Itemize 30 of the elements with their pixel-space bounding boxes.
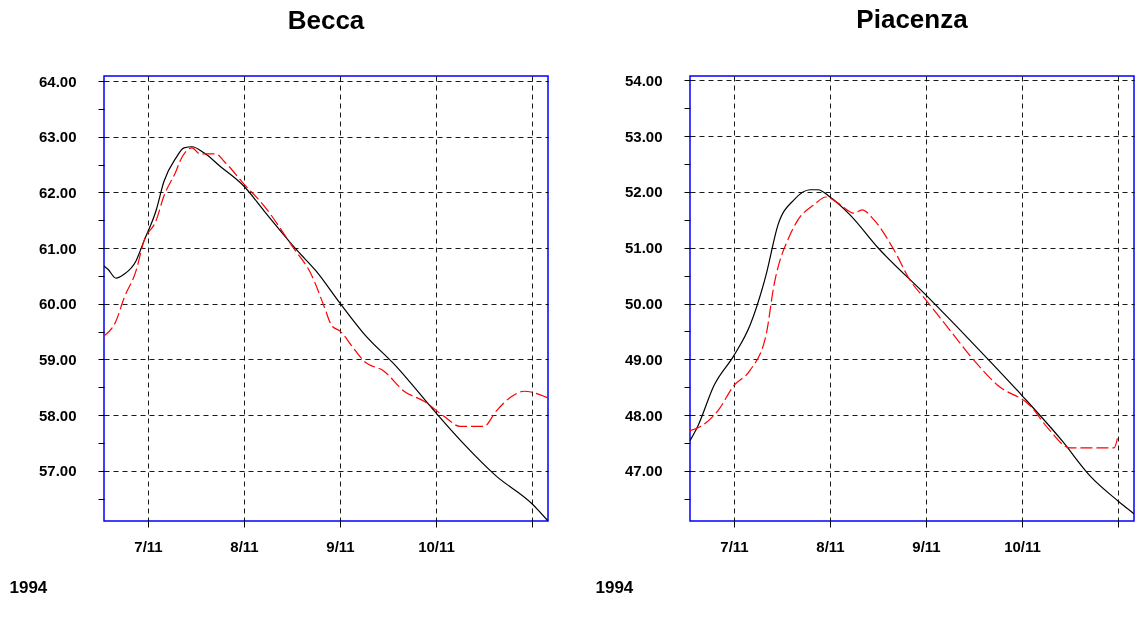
y-tick-label: 47.00 [624, 462, 663, 480]
x-tick-label: 10/11 [1004, 537, 1041, 555]
y-tick-label: 62.00 [38, 183, 77, 201]
y-tick-label: 50.00 [624, 295, 663, 313]
line-series [690, 196, 1119, 449]
y-tick-label: 52.00 [624, 183, 663, 201]
y-tick-label: 48.00 [624, 406, 663, 424]
x-tick-label: 9/11 [912, 537, 941, 555]
y-tick-label: 57.00 [38, 462, 77, 480]
chart-title: Becca [287, 5, 365, 36]
x-axis-title: 1994 [9, 577, 48, 597]
y-tick-label: 59.00 [38, 350, 77, 368]
x-tick-label: 7/11 [720, 537, 749, 555]
y-tick-label: 49.00 [624, 350, 663, 368]
x-tick-label: 8/11 [230, 537, 259, 555]
x-axis-title: 1994 [595, 577, 634, 597]
y-tick-label: 58.00 [38, 406, 77, 424]
y-tick-label: 51.00 [624, 239, 663, 257]
y-tick-label: 61.00 [38, 239, 77, 257]
x-tick-label: 10/11 [418, 537, 455, 555]
y-tick-label: 60.00 [38, 295, 77, 313]
x-tick-label: 8/11 [816, 537, 845, 555]
line-series [104, 147, 548, 427]
chart-title: Piacenza [856, 4, 969, 35]
y-tick-label: 63.00 [38, 128, 77, 146]
y-tick-label: 64.00 [38, 72, 77, 90]
x-tick-label: 9/11 [326, 537, 355, 555]
y-tick-label: 53.00 [624, 127, 663, 145]
x-tick-label: 7/11 [134, 537, 163, 555]
y-tick-label: 54.00 [624, 71, 663, 89]
